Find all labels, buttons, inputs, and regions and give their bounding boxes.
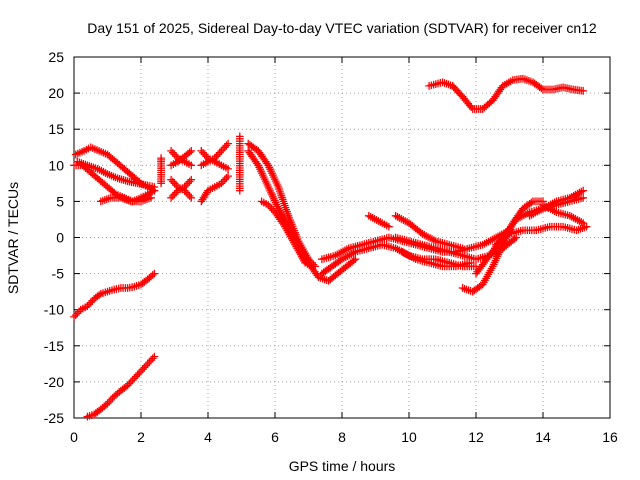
data-point — [235, 132, 244, 141]
data-point — [351, 255, 360, 264]
grid-lines — [74, 57, 610, 418]
data-point — [224, 139, 232, 148]
y-tick-label: 20 — [48, 85, 64, 101]
data-point — [147, 193, 155, 202]
y-tick-label: 10 — [48, 157, 64, 173]
x-tick-label: 14 — [535, 429, 551, 445]
data-point — [187, 161, 196, 170]
y-tick-label: 25 — [48, 49, 64, 65]
series-arc-5 — [70, 269, 159, 321]
y-tick-label: -10 — [44, 302, 64, 318]
series-arc-3 — [73, 157, 159, 191]
data-point — [187, 175, 196, 184]
series-arc-6 — [83, 352, 159, 421]
data-point — [579, 219, 588, 227]
data-point — [150, 183, 159, 191]
data-marks — [70, 74, 591, 421]
series-arc-22 — [391, 211, 467, 253]
x-tick-label: 16 — [602, 429, 618, 445]
data-point — [579, 87, 588, 95]
y-tick-label: -15 — [44, 338, 64, 354]
series-arc-11 — [167, 175, 196, 202]
data-point — [187, 193, 196, 202]
series-arc-9 — [167, 147, 196, 170]
x-axis-label: GPS time / hours — [289, 458, 396, 474]
data-point — [465, 258, 474, 267]
y-axis-label: SDTVAR / TECUs — [5, 182, 21, 294]
data-point — [458, 244, 467, 253]
y-tick-label: -5 — [52, 266, 65, 282]
series-arc-24 — [398, 248, 474, 271]
data-point — [308, 262, 316, 271]
data-point — [579, 186, 588, 195]
series-arc-30 — [425, 74, 588, 113]
y-tick-label: -20 — [44, 374, 64, 390]
x-tick-label: 4 — [204, 429, 212, 445]
series-arc-4 — [96, 193, 155, 206]
y-tick-label: 5 — [56, 193, 64, 209]
x-tick-label: 10 — [401, 429, 417, 445]
chart-title: Day 151 of 2025, Sidereal Day-to-day VTE… — [87, 20, 597, 36]
y-tick-label: -25 — [44, 410, 64, 426]
data-point — [150, 269, 159, 278]
series-arc-28 — [525, 186, 588, 220]
series-arc-27 — [492, 222, 591, 249]
series-arc-13 — [197, 139, 232, 170]
data-point — [224, 165, 232, 173]
data-point — [187, 147, 196, 155]
y-tick-label: 0 — [56, 230, 64, 246]
series-arc-14 — [197, 172, 232, 206]
series-arc-21 — [364, 211, 393, 231]
series-arc-29 — [539, 201, 588, 227]
y-tick-label: 15 — [48, 121, 64, 137]
data-point — [224, 172, 232, 180]
data-point — [157, 154, 165, 162]
x-tick-label: 6 — [271, 429, 279, 445]
data-point — [579, 193, 588, 202]
x-tick-label: 0 — [70, 429, 78, 445]
axis-ticks — [73, 56, 611, 419]
series-arc-15 — [235, 132, 244, 195]
data-point — [150, 352, 159, 361]
data-point — [582, 222, 591, 231]
x-tick-label: 8 — [338, 429, 346, 445]
data-point — [385, 222, 393, 231]
y-tick-labels: 25 20 15 10 5 0 -5 -10 -15 -20 -25 — [44, 49, 64, 426]
x-tick-labels: 0 2 4 6 8 10 12 14 16 — [70, 429, 618, 445]
x-tick-label: 2 — [137, 429, 145, 445]
series-arc-18 — [257, 197, 316, 271]
series-arc-7 — [157, 154, 165, 188]
x-tick-label: 12 — [468, 429, 484, 445]
series-arc-17 — [244, 147, 360, 285]
